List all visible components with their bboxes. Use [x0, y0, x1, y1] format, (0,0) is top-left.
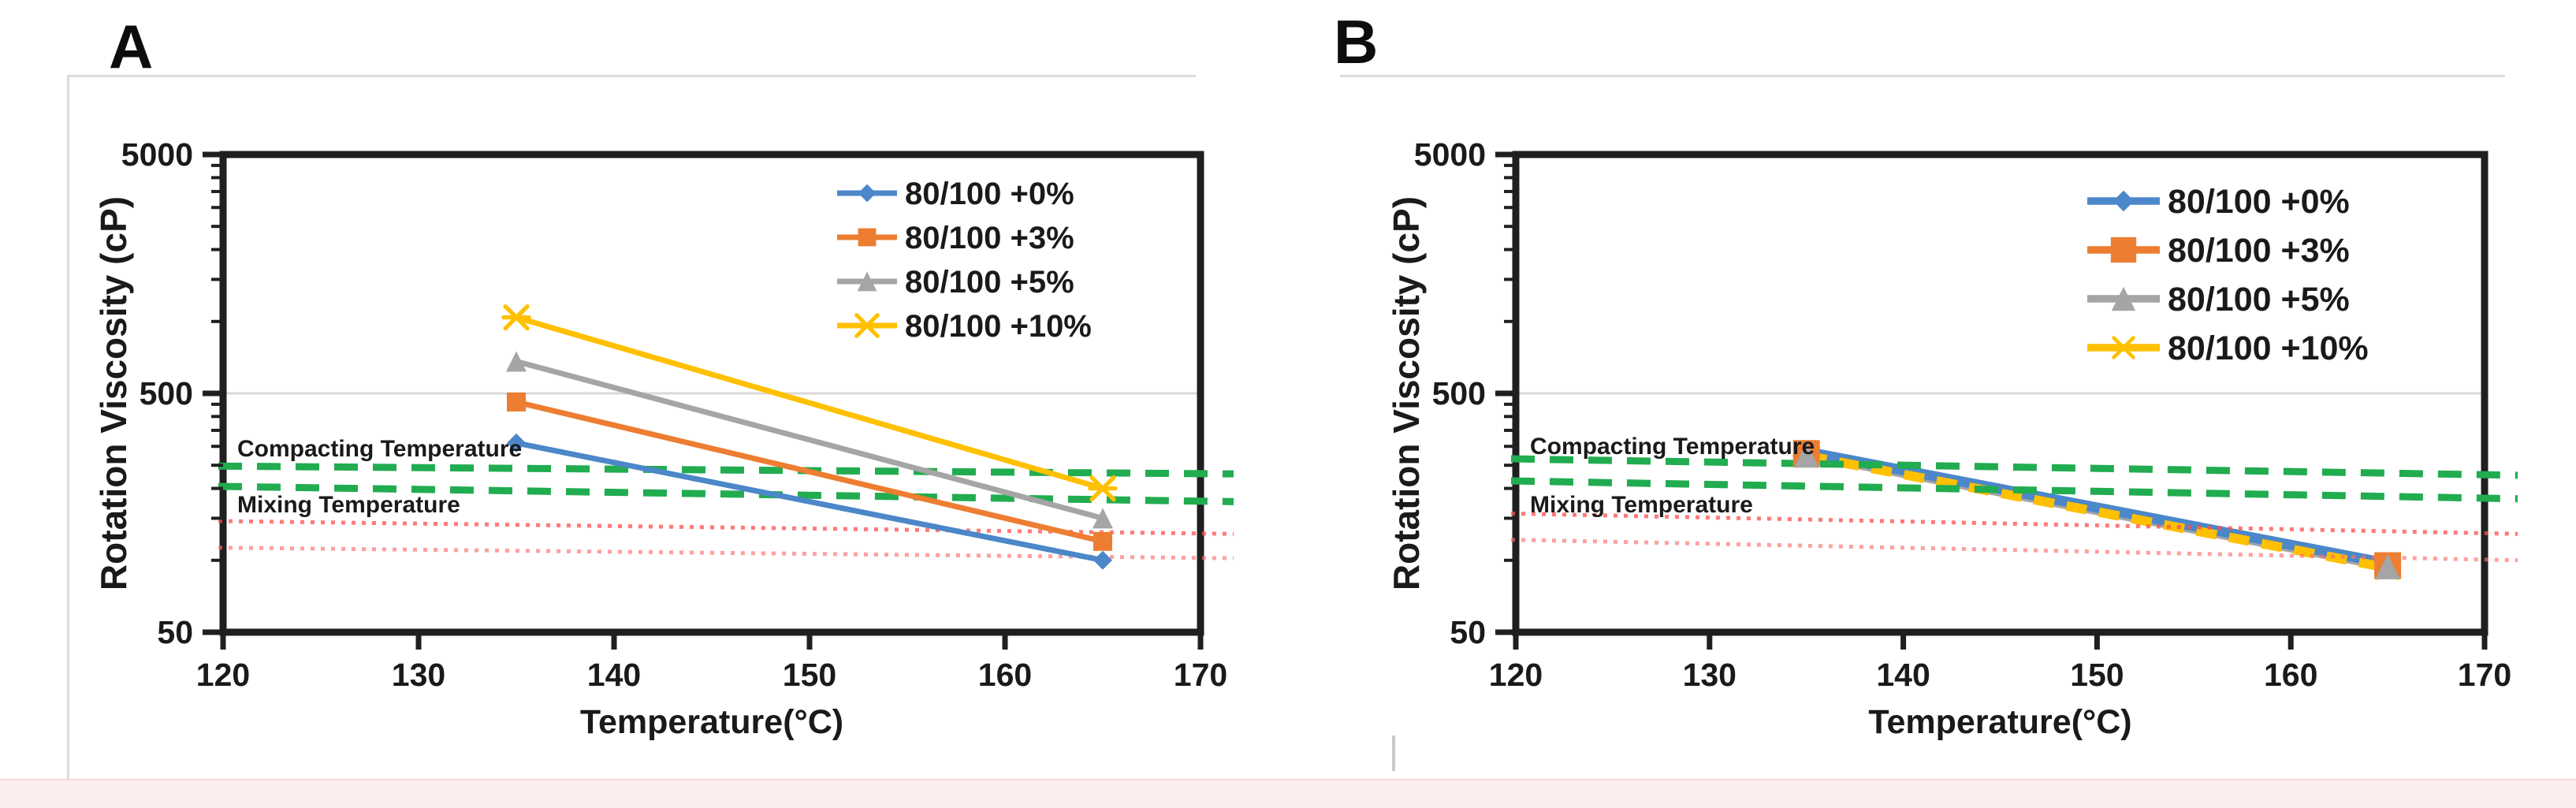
- y-tick-label: 500: [140, 375, 193, 411]
- series-line-80-100-3-: [516, 399, 1104, 545]
- legend-item-80-100-3-: 80/100 +3%: [837, 221, 1074, 255]
- legend-label: 80/100 +0%: [905, 177, 1074, 211]
- x-tick-label: 170: [1174, 657, 1227, 693]
- legend-marker-square: [858, 228, 877, 247]
- series-line-80-100-5-: [516, 359, 1104, 521]
- panel-a-label: A: [109, 12, 154, 81]
- x-tick-label: 120: [1489, 657, 1543, 693]
- y-tick-label: 5000: [1414, 136, 1486, 173]
- legend-label: 80/100 +10%: [905, 309, 1092, 344]
- reference-line-compacting-lower: [1510, 477, 2518, 503]
- legend-marker-x: [2110, 336, 2137, 359]
- data-point-80-100-5-: [2375, 553, 2401, 579]
- legend-marker-diamond: [2113, 190, 2135, 212]
- reference-line-compacting-upper: [218, 462, 1234, 478]
- y-axis-title: Rotation Viscosity (cP): [1386, 196, 1427, 590]
- legend-item-80-100-3-: 80/100 +3%: [2087, 232, 2350, 270]
- legend-item-80-100-0-: 80/100 +0%: [2087, 183, 2350, 221]
- legend-marker-triangle: [2111, 286, 2136, 311]
- data-point-80-100-10-: [1088, 475, 1118, 502]
- reference-line-compacting-lower: [218, 482, 1234, 505]
- legend-item-80-100-5-: 80/100 +5%: [837, 265, 1074, 300]
- x-axis-title: Temperature(°C): [580, 703, 843, 741]
- legend-item-80-100-10-: 80/100 +10%: [837, 309, 1092, 344]
- series-line-80-100-10-: [516, 315, 1104, 491]
- x-axis-title: Temperature(°C): [1868, 703, 2131, 741]
- x-tick-label: 140: [587, 657, 641, 693]
- panel-b-stray-tick: [1392, 735, 1395, 771]
- x-tick-label: 160: [978, 657, 1032, 693]
- x-tick-label: 150: [783, 657, 836, 693]
- legend: 80/100 +0% 80/100 +3% 80/100 +5% 80/100 +10…: [2087, 183, 2369, 367]
- reference-line-mixing-upper: [218, 519, 1234, 536]
- chart-B: 120 130 140 150 160 170 5000 500 50 Temperature(°…: [1386, 136, 2518, 741]
- panel-a-left-rule: [67, 75, 69, 780]
- series-line-80-100-0-: [516, 440, 1104, 564]
- data-point-80-100-10-: [501, 303, 531, 331]
- data-point-80-100-5-: [1093, 508, 1113, 529]
- x-tick-label: 150: [2070, 657, 2124, 693]
- legend-marker-diamond: [858, 184, 877, 203]
- data-point-80-100-0-: [1093, 550, 1112, 570]
- reference-line-compacting-upper: [1510, 455, 2518, 479]
- legend-item-80-100-0-: 80/100 +0%: [837, 177, 1074, 211]
- legend-marker-square: [2110, 236, 2137, 263]
- legend: 80/100 +0% 80/100 +3% 80/100 +5% 80/100 +10…: [837, 177, 1092, 344]
- legend-marker-x: [853, 313, 881, 338]
- legend-label: 80/100 +10%: [2168, 330, 2369, 367]
- legend-marker-triangle: [857, 271, 877, 292]
- legend-label: 80/100 +0%: [2168, 183, 2350, 221]
- x-tick-label: 170: [2458, 657, 2511, 693]
- panel-b-top-rule: [1340, 75, 2505, 77]
- y-axis-title: Rotation Viscosity (cP): [93, 196, 134, 590]
- annotation-compacting: Compacting Temperature: [1530, 434, 1815, 460]
- data-point-80-100-3-: [507, 392, 526, 411]
- x-tick-label: 120: [196, 657, 250, 693]
- reference-line-mixing-upper: [1510, 511, 2518, 536]
- reference-line-mixing-lower: [1510, 538, 2518, 563]
- y-tick-label: 500: [1432, 375, 1486, 411]
- data-point-80-100-5-: [1793, 442, 1819, 468]
- series-line-80-100-0-: [1805, 446, 2389, 569]
- legend-label: 80/100 +5%: [2168, 281, 2350, 318]
- chart-A: 120 130 140 150 160 170 5000 500 50 Temperature(°…: [93, 136, 1234, 741]
- bottom-highlight-strip: [0, 779, 2576, 808]
- panel-a-top-rule: [67, 75, 1196, 77]
- y-tick-label: 5000: [121, 136, 193, 173]
- legend-label: 80/100 +3%: [2168, 232, 2350, 270]
- data-point-80-100-5-: [506, 351, 527, 372]
- y-tick-label: 50: [1450, 614, 1486, 650]
- y-tick-label: 50: [157, 614, 193, 650]
- legend-item-80-100-5-: 80/100 +5%: [2087, 281, 2350, 318]
- legend-label: 80/100 +5%: [905, 265, 1074, 300]
- legend-label: 80/100 +3%: [905, 221, 1074, 255]
- panel-b-label: B: [1334, 7, 1379, 76]
- annotation-mixing: Mixing Temperature: [1530, 492, 1753, 518]
- x-tick-label: 130: [1683, 657, 1737, 693]
- data-point-80-100-0-: [507, 433, 526, 452]
- annotation-mixing: Mixing Temperature: [237, 492, 460, 518]
- annotation-compacting: Compacting Temperature: [237, 436, 522, 462]
- legend-item-80-100-10-: 80/100 +10%: [2087, 330, 2369, 367]
- data-point-80-100-3-: [1093, 531, 1112, 551]
- x-tick-label: 140: [1876, 657, 1930, 693]
- x-tick-label: 160: [2264, 657, 2317, 693]
- x-tick-label: 130: [392, 657, 445, 693]
